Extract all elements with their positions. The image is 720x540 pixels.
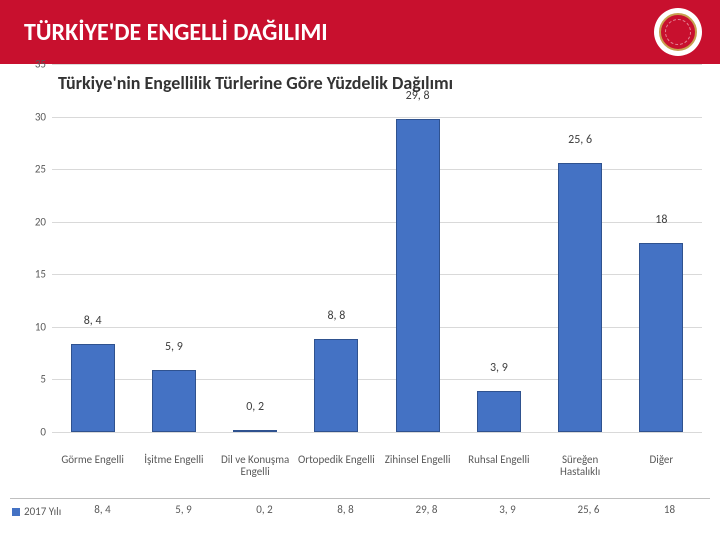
table-cell: 0, 2 [224, 498, 305, 520]
x-label: İşitme Engelli [133, 454, 214, 478]
bar-col: 5, 9 [133, 64, 214, 432]
bar-chart: Türkiye'nin Engellilik Türlerine Göre Yü… [10, 72, 710, 452]
y-tick: 10 [35, 320, 46, 333]
bar-col: 25, 6 [540, 64, 621, 432]
y-tick: 30 [35, 110, 46, 123]
x-label: Zihinsel Engelli [377, 454, 458, 478]
bar-col: 0, 2 [215, 64, 296, 432]
table-cell: 25, 6 [548, 498, 629, 520]
ministry-logo [654, 8, 702, 56]
bar-value-label: 8, 8 [327, 309, 345, 323]
page-title: TÜRKİYE'DE ENGELLİ DAĞILIMI [24, 18, 328, 47]
table-cell: 18 [629, 498, 710, 520]
bar-value-label: 29, 8 [406, 89, 430, 103]
bar-col: 18 [621, 64, 702, 432]
table-cell: 3, 9 [467, 498, 548, 520]
bar [314, 339, 358, 432]
x-label: Süreğen Hastalıklı [540, 454, 621, 478]
table-cell: 8, 8 [305, 498, 386, 520]
y-axis: 05101520253035 [10, 64, 52, 432]
x-axis-labels: Görme Engelliİşitme EngelliDil ve Konuşm… [52, 454, 702, 478]
grid-line [52, 432, 702, 433]
x-label: Dil ve Konuşma Engelli [215, 454, 296, 478]
legend-label: 2017 Yılı [24, 505, 61, 518]
y-tick: 5 [40, 373, 46, 386]
header-bar: TÜRKİYE'DE ENGELLİ DAĞILIMI [0, 0, 720, 64]
bar-value-label: 25, 6 [568, 133, 592, 147]
logo-inner [659, 13, 697, 51]
y-tick: 35 [35, 58, 46, 71]
table-cell: 29, 8 [386, 498, 467, 520]
table-cell: 8, 4 [62, 498, 143, 520]
x-label: Görme Engelli [52, 454, 133, 478]
legend: 2017 Yılı [10, 498, 62, 520]
bar [233, 430, 277, 432]
x-label: Diğer [621, 454, 702, 478]
y-tick: 25 [35, 163, 46, 176]
bar-value-label: 3, 9 [490, 361, 508, 375]
table-row: 8, 45, 90, 28, 829, 83, 925, 618 [62, 498, 710, 520]
x-label: Ortopedik Engelli [296, 454, 377, 478]
bar-col: 3, 9 [458, 64, 539, 432]
bar [558, 163, 602, 432]
bar-value-label: 5, 9 [165, 340, 183, 354]
bar-value-label: 0, 2 [246, 400, 264, 414]
legend-color-box [12, 508, 20, 516]
bar-value-label: 18 [655, 213, 667, 227]
y-tick: 15 [35, 268, 46, 281]
bars-area: 8, 4 5, 9 0, 2 8, 8 29, 8 3, 9 25, 6 18 [52, 64, 702, 432]
bar [396, 119, 440, 432]
bar-col: 8, 8 [296, 64, 377, 432]
y-tick: 0 [40, 426, 46, 439]
bar [71, 344, 115, 432]
bar-value-label: 8, 4 [84, 314, 102, 328]
table-cell: 5, 9 [143, 498, 224, 520]
data-table: 2017 Yılı 8, 45, 90, 28, 829, 83, 925, 6… [10, 498, 710, 520]
x-label: Ruhsal Engelli [458, 454, 539, 478]
bar [152, 370, 196, 432]
bar-col: 29, 8 [377, 64, 458, 432]
y-tick: 20 [35, 215, 46, 228]
bar [639, 243, 683, 432]
bar-col: 8, 4 [52, 64, 133, 432]
bar [477, 391, 521, 432]
